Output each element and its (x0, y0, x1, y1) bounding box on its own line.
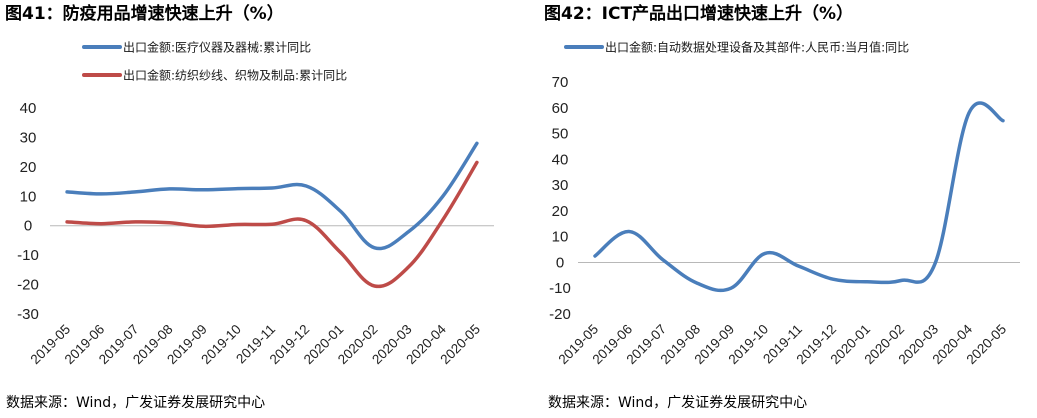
right-y-tick-label: 50 (552, 126, 569, 143)
right-chart-title: 图42：ICT产品出口增速快速上升（%） (544, 3, 853, 24)
right-y-tick-label: 0 (556, 254, 564, 271)
left-y-tick-label: 30 (20, 129, 37, 146)
right-chart-legend: 出口金额:自动数据处理设备及其部件:人民币:当月值:同比 (564, 40, 909, 55)
left-y-tick-label: 0 (24, 218, 32, 235)
right-y-tick-label: 30 (552, 177, 569, 194)
right-y-tick-label: 60 (552, 100, 569, 117)
left-y-tick-label: 20 (20, 159, 37, 176)
left-legend-label-2: 出口金额:纺织纱线、织物及制品:累计同比 (123, 68, 347, 83)
left-series-line-2 (65, 160, 479, 289)
right-y-tick-label: 70 (552, 74, 569, 91)
right-chart-y-ticks: 70 60 50 40 30 20 10 0 -10 -20 (549, 74, 571, 323)
left-series-line-1 (65, 141, 479, 251)
right-y-tick-label: 20 (552, 203, 569, 220)
right-y-tick-label: -10 (549, 280, 571, 297)
left-chart-y-ticks: 40 30 20 10 0 -10 -20 -30 (17, 100, 39, 323)
right-chart-source: 数据来源：Wind，广发证券发展研究中心 (548, 395, 807, 411)
left-y-tick-label: -10 (17, 247, 39, 264)
right-chart-x-ticks: 2019-052019-062019-072019-082019-092019-… (555, 321, 1009, 367)
left-chart-title: 图41：防疫用品增速快速上升（%） (5, 3, 284, 24)
left-y-tick-label: 40 (20, 100, 37, 117)
right-chart-series (593, 101, 1005, 293)
right-y-tick-label: -20 (549, 306, 571, 323)
right-chart: 图42：ICT产品出口增速快速上升（%） 出口金额:自动数据处理设备及其部件:人… (544, 3, 1020, 411)
left-legend-label-1: 出口金额:医疗仪器及器械:累计同比 (123, 40, 311, 55)
left-chart-series (65, 141, 479, 289)
left-y-tick-label: -20 (17, 277, 39, 294)
right-legend-label-1: 出口金额:自动数据处理设备及其部件:人民币:当月值:同比 (605, 40, 909, 55)
right-series-line-1 (593, 101, 1005, 293)
left-chart-x-ticks: 2019-052019-062019-072019-082019-092019-… (28, 321, 483, 367)
left-chart: 图41：防疫用品增速快速上升（%） 出口金额:医疗仪器及器械:累计同比出口金额:… (5, 3, 494, 411)
left-chart-source: 数据来源：Wind，广发证券发展研究中心 (6, 395, 265, 411)
right-y-tick-label: 10 (552, 229, 569, 246)
left-y-tick-label: 10 (20, 188, 37, 205)
right-y-tick-label: 40 (552, 151, 569, 168)
left-y-tick-label: -30 (17, 306, 39, 323)
